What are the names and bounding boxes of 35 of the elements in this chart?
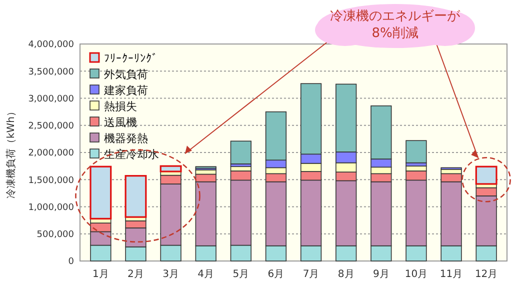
legend-label: 熱損失 xyxy=(104,100,137,113)
y-tick-label: 2,000,000 xyxy=(28,148,74,159)
x-tick-label: 1月 xyxy=(92,269,109,280)
x-tick-label: 11月 xyxy=(440,269,463,280)
x-tick-label: 3月 xyxy=(162,269,179,280)
y-tick-label: 3,500,000 xyxy=(28,67,74,78)
bar xyxy=(406,140,427,164)
x-tick-label: 7月 xyxy=(302,269,320,280)
x-tick-label: 9月 xyxy=(372,269,390,280)
x-tick-label: 2月 xyxy=(128,269,144,280)
y-tick-label: 4,000,000 xyxy=(28,40,74,50)
y-tick-label: 1,000,000 xyxy=(28,202,74,213)
bar xyxy=(160,165,182,172)
x-tick-label: 6月 xyxy=(268,269,284,280)
y-axis-title: 冷凍機負荷（kWh） xyxy=(5,106,17,199)
legend-label: ﾌﾘｰｸｰﾘﾝｸﾞ xyxy=(104,52,158,65)
y-tick-label: 500,000 xyxy=(36,230,74,240)
bar xyxy=(90,166,112,220)
y-tick-label: 2,500,000 xyxy=(28,122,74,132)
x-tick-label: 5月 xyxy=(232,269,250,280)
text: 冷凍機のエネルギーが 8%削減 xyxy=(330,9,461,41)
y-tick-label: 0 xyxy=(68,257,74,268)
y-tick-label: 3,000,000 xyxy=(28,94,74,104)
legend-label: 機器発熱 xyxy=(104,132,148,145)
x-tick-label: 12月 xyxy=(474,269,498,280)
x-tick-label: 10月 xyxy=(404,269,428,280)
bar xyxy=(230,140,252,164)
legend-label: 建家負荷 xyxy=(103,84,148,97)
bar xyxy=(475,166,498,185)
legend-label: 外気負荷 xyxy=(104,68,148,81)
y-tick-label: 1,500,000 xyxy=(28,176,74,186)
x-tick-label: 4月 xyxy=(198,269,214,280)
x-tick-label: 8月 xyxy=(338,269,354,280)
legend-label: 送風機 xyxy=(104,116,137,129)
bar xyxy=(124,175,147,218)
